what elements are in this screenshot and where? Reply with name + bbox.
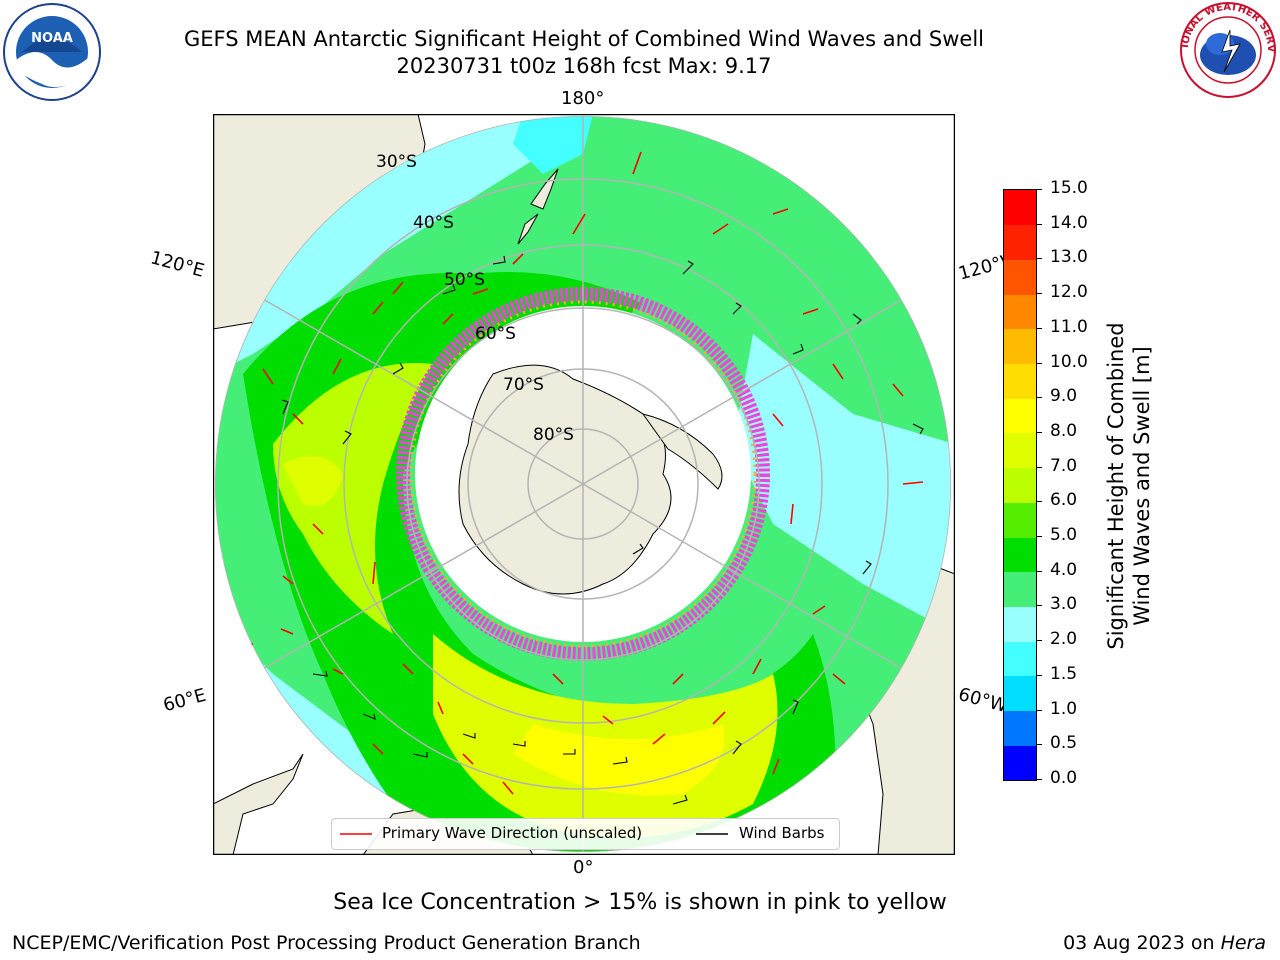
footer-date-text: 03 Aug 2023 on — [1063, 932, 1215, 954]
antarctica-land — [458, 364, 672, 595]
graticule — [215, 116, 951, 852]
colorbar-segment — [1004, 294, 1036, 330]
colorbar-tick-mark — [1036, 189, 1042, 190]
antarctic-peninsula — [641, 413, 723, 490]
colorbar-tick-label: 5.0 — [1050, 525, 1078, 546]
noaa-logo: NOAA — [2, 2, 102, 102]
colorbar-tick-label: 2.0 — [1050, 629, 1078, 650]
sea-ice-note: Sea Ice Concentration > 15% is shown in … — [333, 890, 947, 915]
lon-label-0: 0° — [573, 857, 594, 878]
colorbar-tick-label: 15.0 — [1050, 178, 1088, 198]
map-svg — [212, 113, 956, 856]
colorbar-tick-mark — [1036, 779, 1042, 780]
colorbar-segment — [1004, 328, 1036, 365]
colorbar-tick-label: 9.0 — [1050, 386, 1078, 407]
wave-field-peak — [513, 724, 725, 796]
colorbar-segment — [1004, 259, 1036, 295]
colorbar-tick-label: 1.5 — [1050, 663, 1078, 684]
noaa-logo-text: NOAA — [31, 31, 73, 46]
colorbar-tick-mark — [1036, 223, 1042, 225]
legend-wind-barbs: Wind Barbs — [739, 824, 825, 842]
colorbar-tick-label: 7.0 — [1050, 455, 1078, 476]
colorbar-segment — [1004, 606, 1036, 642]
colorbar-tick-label: 0.5 — [1050, 733, 1078, 754]
colorbar-tick-mark — [1036, 431, 1042, 433]
wave-direction-legend-line — [340, 833, 372, 835]
lat-label-70s: 70°S — [503, 375, 544, 395]
colorbar-tick-label: 1.0 — [1050, 698, 1078, 719]
colorbar-segment — [1004, 224, 1036, 260]
chart-title: GEFS MEAN Antarctic Significant Height o… — [183, 27, 985, 51]
colorbar-tick-label: 14.0 — [1050, 212, 1088, 233]
colorbar-tick-label: 3.0 — [1050, 594, 1078, 615]
footer-credit: NCEP/EMC/Verification Post Processing Pr… — [12, 932, 641, 954]
colorbar-tick-mark — [1036, 709, 1042, 711]
lat-label-40s: 40°S — [413, 213, 454, 233]
colorbar-segment — [1004, 190, 1036, 226]
colorbar-tick-label: 4.0 — [1050, 559, 1078, 580]
lat-label-50s: 50°S — [444, 270, 485, 290]
lon-label-180: 180° — [561, 88, 605, 109]
wave-direction-arrows — [243, 151, 924, 795]
lat-label-80s: 80°S — [533, 425, 574, 445]
wind-barbs — [281, 255, 924, 805]
colorbar-segment — [1004, 710, 1036, 746]
lon-label-60e: 60°E — [161, 684, 209, 717]
colorbar-segment — [1004, 675, 1036, 712]
wind-barbs-legend-line — [696, 833, 728, 835]
colorbar-segment — [1004, 571, 1036, 607]
colorbar-segment — [1004, 432, 1036, 469]
lon-label-60w: 60°W — [956, 683, 1010, 718]
colorbar-tick-mark — [1036, 570, 1042, 572]
colorbar-tick-label: 0.0 — [1050, 768, 1078, 788]
colorbar-tick-label: 13.0 — [1050, 247, 1088, 268]
wave-field-peak-west — [283, 456, 343, 506]
colorbar-tick-label: 11.0 — [1050, 316, 1088, 337]
colorbar-tick-mark — [1036, 327, 1042, 329]
wave-field-low-east — [733, 334, 951, 634]
colorbar-label-line1: Significant Height of Combined — [1104, 322, 1128, 650]
wave-field-low-top — [513, 116, 593, 174]
colorbar-tick-mark — [1036, 501, 1042, 503]
colorbar-tick-label: 12.0 — [1050, 282, 1088, 303]
chart-subtitle: 20230731 t00z 168h fcst Max: 9.17 — [396, 54, 772, 78]
africa-land — [213, 753, 304, 855]
colorbar-tick-mark — [1036, 640, 1042, 642]
map-legend: Primary Wave Direction (unscaled) Wind B… — [331, 818, 840, 850]
colorbar-tick-mark — [1036, 258, 1042, 260]
lat-label-60s: 60°S — [475, 324, 516, 344]
colorbar-tick-mark — [1036, 605, 1042, 607]
colorbar-tick-label: 10.0 — [1050, 351, 1088, 372]
colorbar-tick-mark — [1036, 744, 1042, 746]
lat-label-30s: 30°S — [376, 152, 417, 172]
colorbar-segment — [1004, 363, 1036, 399]
colorbar-tick-label: 8.0 — [1050, 420, 1078, 441]
colorbar-tick-mark — [1036, 674, 1042, 676]
colorbar-label: Significant Height of Combined Wind Wave… — [1103, 276, 1155, 696]
lon-label-120e: 120°E — [148, 247, 207, 282]
new-zealand-land — [517, 168, 559, 245]
colorbar-segment — [1004, 745, 1036, 781]
colorbar-tick-mark — [1036, 362, 1042, 364]
footer-host: Hera — [1220, 932, 1266, 954]
colorbar-fill — [1004, 190, 1036, 781]
legend-wave-direction: Primary Wave Direction (unscaled) — [382, 824, 643, 842]
colorbar-segment — [1004, 502, 1036, 538]
colorbar-tick-mark — [1036, 293, 1042, 295]
colorbar-segment — [1004, 398, 1036, 434]
colorbar-tick-mark — [1036, 536, 1042, 538]
colorbar-segment — [1004, 537, 1036, 573]
colorbar-ticks: 0.0 0.5 1.0 1.5 2.0 3.0 4.0 5.0 6.0 7.0 8.0 9.0 10.0… — [1036, 178, 1096, 788]
colorbar-tick-mark — [1036, 397, 1042, 399]
wave-field-high-west — [273, 363, 433, 634]
colorbar-tick-mark — [1036, 466, 1042, 468]
map-panel — [212, 113, 956, 856]
colorbar — [1003, 189, 1037, 781]
colorbar-segment — [1004, 467, 1036, 503]
colorbar-tick-label: 6.0 — [1050, 490, 1078, 511]
colorbar-label-line2: Wind Waves and Swell [m] — [1130, 346, 1154, 626]
nws-logo: NATIONAL WEATHER SERVICE — [1174, 0, 1278, 100]
footer-date: 03 Aug 2023 on Hera — [1063, 932, 1266, 954]
colorbar-segment — [1004, 641, 1036, 677]
